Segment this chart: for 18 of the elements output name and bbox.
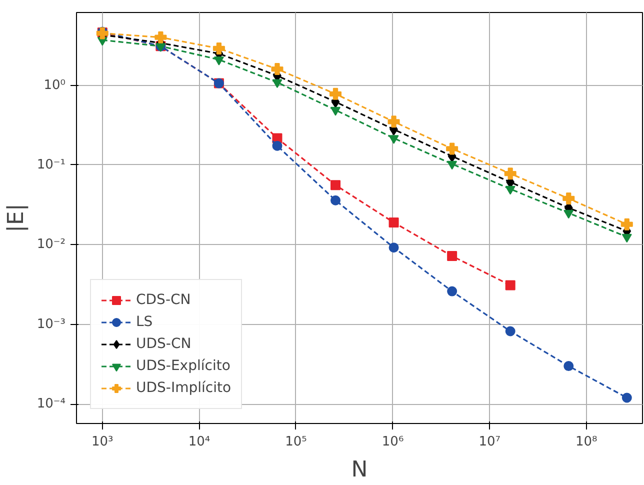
legend-label: UDS-Implícito xyxy=(136,380,232,396)
x-axis-title: N xyxy=(351,458,368,482)
x-tick-label: 10⁶ xyxy=(382,434,404,450)
x-tick-label: 10⁷ xyxy=(478,434,500,450)
y-tick-label: 10⁻¹ xyxy=(36,158,66,172)
y-tick-label: 10⁰ xyxy=(44,78,66,93)
y-tick-label: 10⁻³ xyxy=(36,316,66,332)
x-tick-label: 10³ xyxy=(92,434,114,450)
x-tick-label: 10⁴ xyxy=(188,434,210,450)
legend-label: UDS-Explícito xyxy=(136,358,230,374)
x-tick-label: 10⁵ xyxy=(285,434,307,450)
legend-label: LS xyxy=(136,314,154,330)
legend-label: CDS-CN xyxy=(136,292,191,308)
y-tick-label: 10⁻² xyxy=(36,237,66,252)
legend-label: UDS-CN xyxy=(136,336,192,352)
y-tick-label: 10⁻⁴ xyxy=(36,396,66,412)
x-tick-label: 10⁸ xyxy=(576,434,598,450)
y-axis-title: |E| xyxy=(4,204,29,232)
